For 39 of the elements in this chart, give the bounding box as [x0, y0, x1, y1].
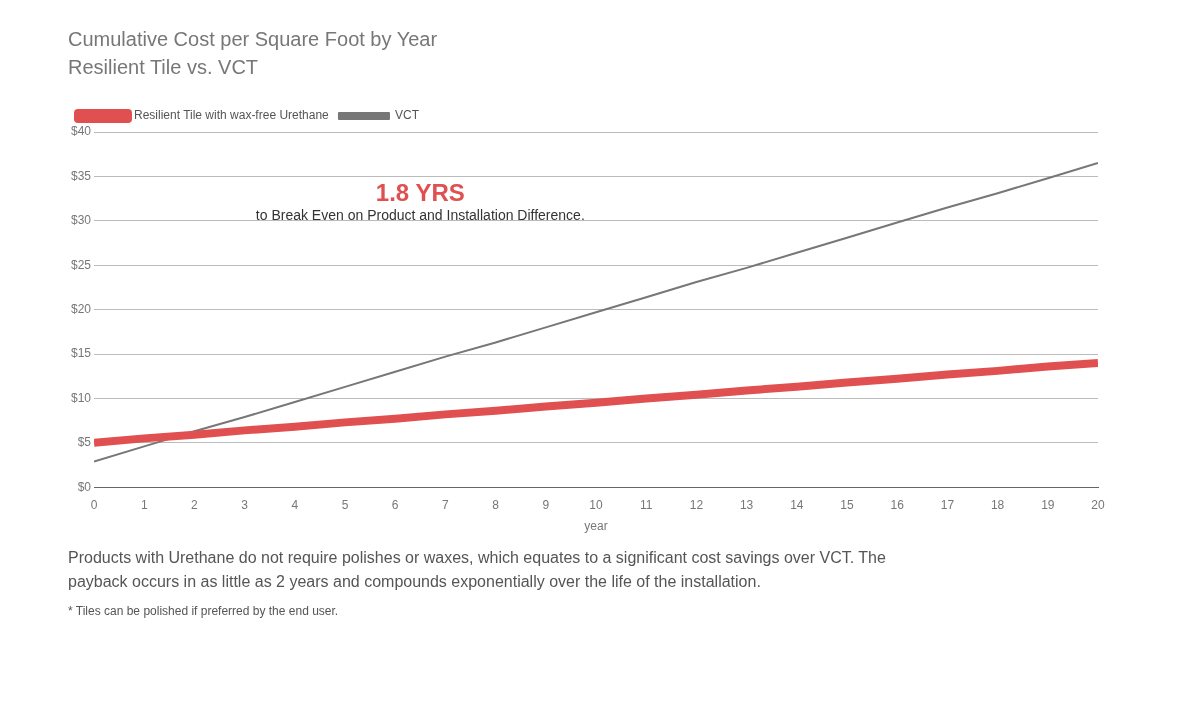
- y-tick-label: $5: [77, 435, 92, 450]
- x-tick-label: 12: [689, 497, 704, 512]
- y-tick-label: $20: [70, 301, 92, 316]
- y-tick-label: $10: [70, 390, 92, 405]
- x-tick-label: 4: [291, 497, 299, 512]
- x-tick-label: 0: [90, 497, 98, 512]
- x-tick-label: 2: [191, 497, 199, 512]
- x-tick-label: 15: [840, 497, 854, 512]
- x-tick-label: 18: [990, 497, 1005, 512]
- x-tick-label: 6: [391, 497, 399, 512]
- x-tick-label: 9: [542, 497, 550, 512]
- y-tick-label: $35: [70, 168, 92, 183]
- y-tick-label: $15: [70, 346, 92, 361]
- x-tick-label: 8: [492, 497, 500, 512]
- annotation: to Break Even on Product and Installation Difference.: [255, 207, 585, 224]
- x-axis-title: year: [584, 519, 608, 534]
- x-tick-label: 1: [140, 497, 148, 512]
- x-tick-label: 7: [442, 497, 450, 512]
- chart-subtitle: Resilient Tile vs. VCT: [68, 55, 259, 78]
- x-tick-label: 10: [589, 497, 603, 512]
- text: Products with Urethane do not require polishes or waxes, which equates to a significant cost savings over VCT. The payback occurs in as little as 2 years and compounds exponentially over the life of the installation.: [68, 548, 887, 592]
- x-tick-label: 14: [790, 497, 804, 512]
- x-tick-label: 3: [241, 497, 249, 512]
- annotation: 1.8 YRS: [375, 178, 465, 206]
- chart-title: Cumulative Cost per Square Foot by Year: [68, 27, 438, 50]
- x-tick-label: 19: [1041, 497, 1055, 512]
- legend-label: Resilient Tile with wax-free Urethane: [134, 108, 330, 123]
- y-tick-label: $30: [70, 213, 92, 228]
- x-tick-label: 5: [341, 497, 349, 512]
- y-tick-label: $25: [70, 257, 92, 272]
- x-tick-label: 16: [890, 497, 905, 512]
- y-tick-label: $40: [70, 124, 92, 139]
- x-tick-label: 20: [1091, 497, 1105, 512]
- text: * Tiles can be polished if preferred by the end user.: [68, 603, 340, 620]
- y-tick-label: $0: [77, 479, 92, 494]
- legend-label: VCT: [394, 108, 420, 123]
- x-tick-label: 17: [940, 497, 955, 512]
- x-tick-label: 13: [739, 497, 754, 512]
- x-tick-label: 11: [639, 497, 653, 512]
